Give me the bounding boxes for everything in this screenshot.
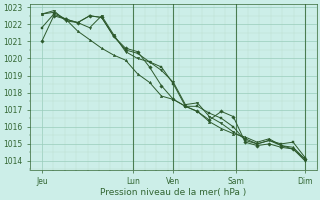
- X-axis label: Pression niveau de la mer( hPa ): Pression niveau de la mer( hPa ): [100, 188, 247, 197]
